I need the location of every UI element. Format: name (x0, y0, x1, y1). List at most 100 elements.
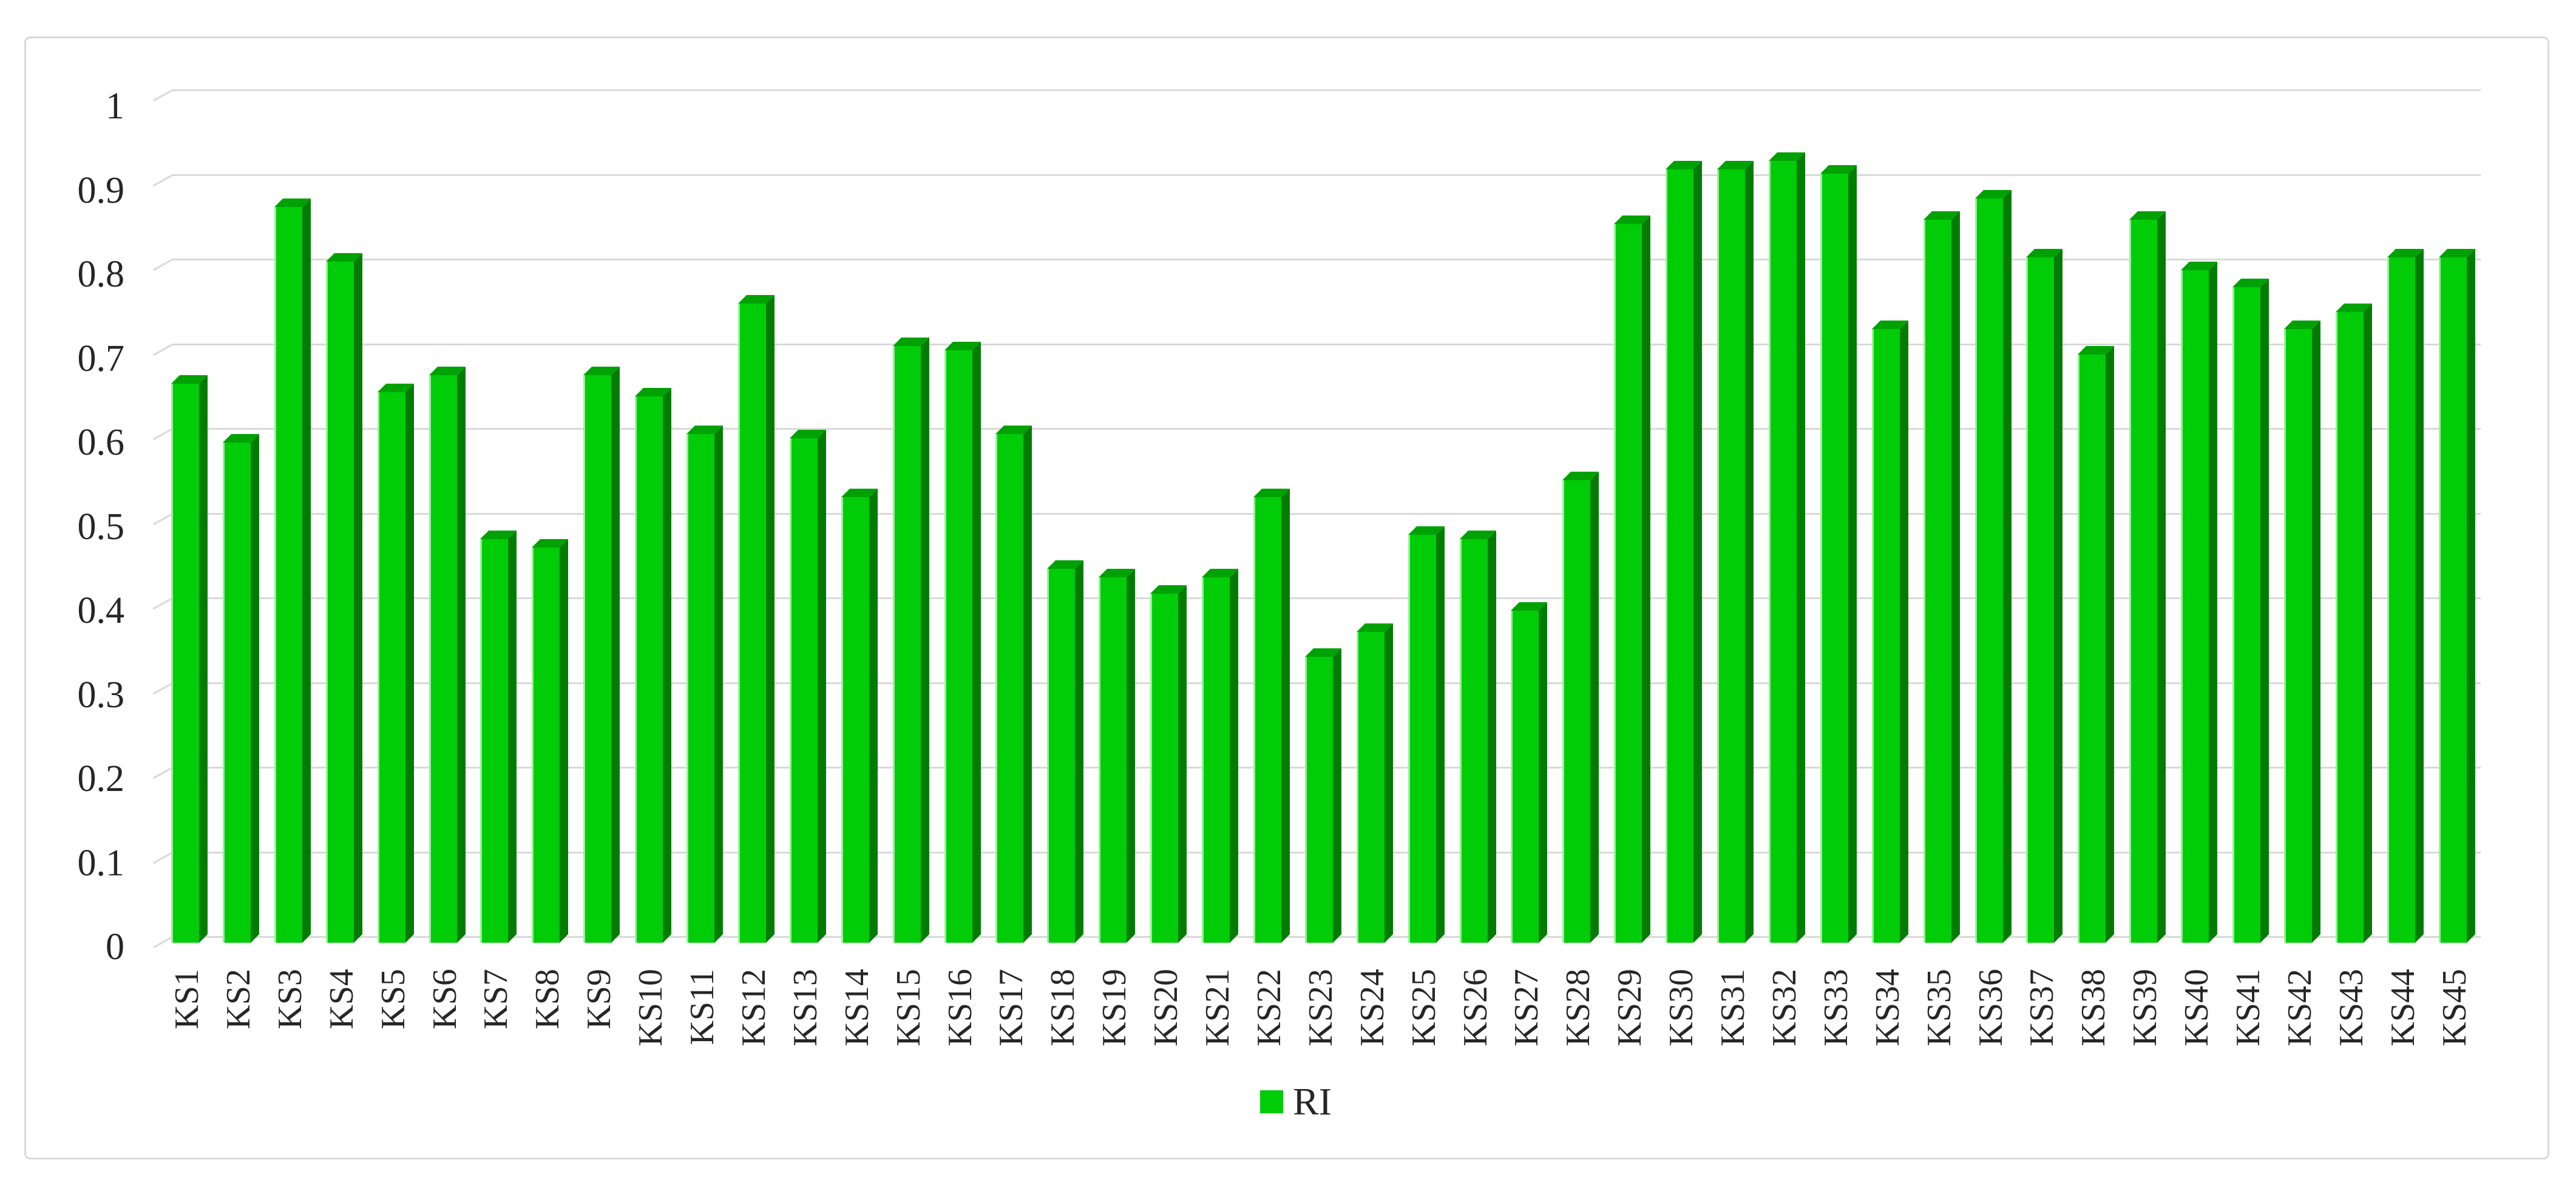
bar-top-face (2232, 279, 2269, 287)
bar-top-face (841, 489, 878, 497)
bar-side-face (1281, 489, 1290, 943)
bar-front-face (790, 438, 818, 943)
bar-top-face (2026, 249, 2062, 257)
bar-front-face (1562, 480, 1590, 943)
bar-side-face (1951, 211, 1960, 943)
bar-front-face (841, 497, 869, 943)
bar-KS21 (1202, 569, 1238, 943)
bar-front-face (738, 304, 766, 943)
bar-top-face (1047, 560, 1083, 569)
bar-side-face (1230, 569, 1238, 943)
bar-side-face (1900, 321, 1908, 943)
x-axis-category-label: KS38 (2075, 969, 2112, 1047)
x-axis-category-label: KS5 (375, 969, 412, 1030)
x-axis-category-label: KS42 (2281, 969, 2319, 1047)
bar-KS31 (1717, 161, 1754, 943)
bar-front-face (1408, 535, 1436, 943)
bar-side-face (972, 342, 981, 943)
bar-front-face (1357, 632, 1385, 943)
gridline-bevel (152, 852, 173, 864)
bar-KS37 (2026, 249, 2062, 943)
bar-KS34 (1872, 321, 1908, 943)
y-axis-tick-label: 0.6 (77, 422, 125, 463)
bar-KS29 (1614, 216, 1650, 943)
bar-side-face (818, 430, 826, 943)
bar-side-face (457, 367, 466, 943)
x-axis-category-label: KS18 (1044, 969, 1082, 1047)
bar-side-face (1745, 161, 1754, 943)
bar-KS22 (1253, 489, 1290, 943)
bar-KS23 (1305, 648, 1341, 943)
bar-KS41 (2232, 279, 2269, 943)
bar-top-face (1253, 489, 1290, 497)
bar-front-face (1150, 594, 1178, 943)
y-axis-tick-label: 0.7 (77, 338, 125, 379)
bar-front-face (686, 434, 714, 943)
bar-KS15 (893, 338, 929, 943)
x-axis-category-label: KS29 (1611, 969, 1649, 1047)
bar-top-face (635, 388, 671, 396)
bar-top-face (429, 367, 466, 375)
y-axis-tick-label: 1 (106, 86, 124, 127)
gridline (172, 89, 2481, 91)
gridline-bevel (152, 513, 173, 526)
bar-side-face (199, 375, 208, 943)
bar-KS1 (171, 375, 208, 943)
bar-top-face (1975, 190, 2012, 199)
bar-side-face (2157, 211, 2166, 943)
bar-side-face (405, 384, 414, 943)
bar-top-face (1202, 569, 1238, 577)
bar-KS10 (635, 388, 671, 943)
bar-front-face (532, 548, 560, 943)
bar-front-face (1202, 577, 1230, 943)
bar-front-face (2284, 329, 2312, 943)
bar-front-face (480, 539, 508, 943)
bar-top-face (1924, 211, 1960, 220)
bar-side-face (2415, 249, 2424, 943)
gridline-bevel (152, 259, 173, 271)
bar-KS27 (1511, 602, 1547, 943)
bar-top-face (378, 384, 414, 392)
bar-side-face (1127, 569, 1135, 943)
bar-front-face (326, 262, 354, 943)
bar-front-face (1460, 539, 1488, 943)
bar-KS39 (2129, 211, 2166, 943)
x-axis-category-label: KS21 (1199, 969, 1236, 1047)
bar-top-face (2181, 262, 2217, 270)
x-axis-category-label: KS15 (890, 969, 927, 1047)
bar-front-face (893, 346, 921, 943)
bar-KS13 (790, 430, 826, 943)
bar-KS24 (1357, 623, 1393, 943)
gridline (172, 174, 2481, 176)
gridline-bevel (152, 344, 173, 356)
bar-top-face (1562, 472, 1599, 480)
bar-front-face (429, 375, 457, 943)
bar-side-face (2054, 249, 2062, 943)
bar-front-face (1717, 169, 1745, 943)
bar-KS35 (1924, 211, 1960, 943)
bar-front-face (1099, 577, 1127, 943)
y-axis-tick-label: 0.5 (77, 506, 125, 548)
x-axis-category-label: KS24 (1354, 969, 1391, 1047)
gridline-bevel (152, 682, 173, 695)
bar-KS40 (2181, 262, 2217, 943)
bar-KS17 (995, 426, 1032, 943)
bar-KS42 (2284, 321, 2320, 943)
bar-side-face (766, 295, 774, 943)
bar-front-face (1769, 161, 1797, 943)
bar-side-face (1436, 526, 1445, 943)
bar-front-face (1614, 224, 1642, 943)
bar-side-face (1539, 602, 1547, 943)
x-axis-category-label: KS11 (683, 969, 721, 1045)
x-axis-category-label: KS45 (2436, 969, 2473, 1047)
bar-side-face (869, 489, 878, 943)
x-axis-category-label: KS2 (220, 969, 257, 1030)
bar-KS38 (2078, 346, 2114, 943)
bar-KS26 (1460, 531, 1496, 943)
bar-top-face (1460, 531, 1496, 539)
bar-top-face (1872, 321, 1908, 329)
x-axis-category-label: KS16 (941, 969, 979, 1047)
bar-top-face (223, 434, 259, 443)
bar-side-face (714, 426, 723, 943)
bar-front-face (274, 207, 302, 943)
